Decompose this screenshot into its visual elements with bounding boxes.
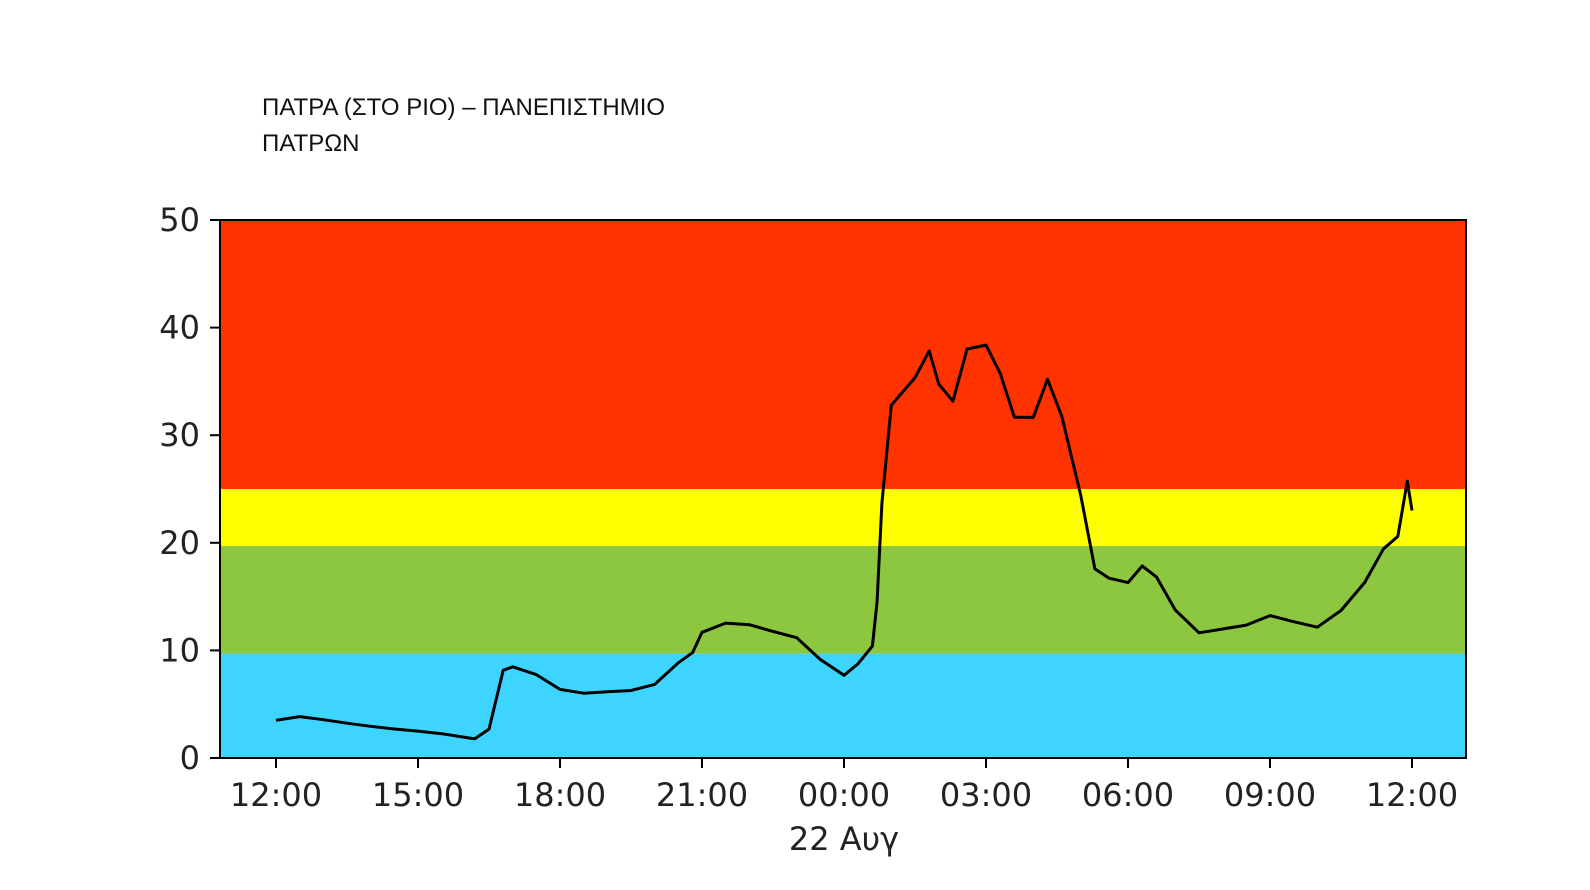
chart-title-line-1: ΠΑΤΡΑ (ΣΤΟ ΡΙΟ) – ΠΑΝΕΠΙΣΤΗΜΙΟ	[262, 94, 666, 121]
chart-title-line-2: ΠΑΤΡΩΝ	[262, 130, 360, 157]
series-group	[275, 343, 1414, 741]
x-tick-label-5: 03:00	[940, 776, 1032, 814]
chart-title: ΠΑΤΡΑ (ΣΤΟ ΡΙΟ) – ΠΑΝΕΠΙΣΤΗΜΙΟ ΠΑΤΡΩΝ	[262, 90, 665, 162]
x-axis: 12:00 15:00 18:00 21:00 00:00 03:00 06:00 09:00…	[230, 758, 1458, 814]
threshold-band-3	[220, 220, 1466, 489]
x-tick-label-0: 12:00	[230, 776, 322, 814]
x-tick-label-4: 00:00	[798, 776, 890, 814]
x-tick-label-6: 06:00	[1082, 776, 1174, 814]
x-tick-label-2: 18:00	[514, 776, 606, 814]
threshold-bands	[220, 220, 1466, 758]
y-tick-label-40: 40	[159, 309, 200, 347]
threshold-band-0	[220, 653, 1466, 758]
y-tick-label-0: 0	[180, 739, 200, 777]
y-tick-label-50: 50	[159, 201, 200, 239]
threshold-band-1	[220, 546, 1466, 654]
x-tick-label-7: 09:00	[1224, 776, 1316, 814]
y-tick-label-20: 20	[159, 524, 200, 562]
x-tick-label-3: 21:00	[656, 776, 748, 814]
threshold-band-2	[220, 489, 1466, 547]
x-tick-label-1: 15:00	[372, 776, 464, 814]
x-axis-label: 22 Αυγ	[789, 820, 899, 858]
y-axis: 0 10 20 30 40 50	[159, 201, 220, 777]
x-tick-label-8: 12:00	[1366, 776, 1458, 814]
series-line-0	[275, 343, 1414, 741]
y-tick-label-30: 30	[159, 416, 200, 454]
y-tick-label-10: 10	[159, 631, 200, 669]
